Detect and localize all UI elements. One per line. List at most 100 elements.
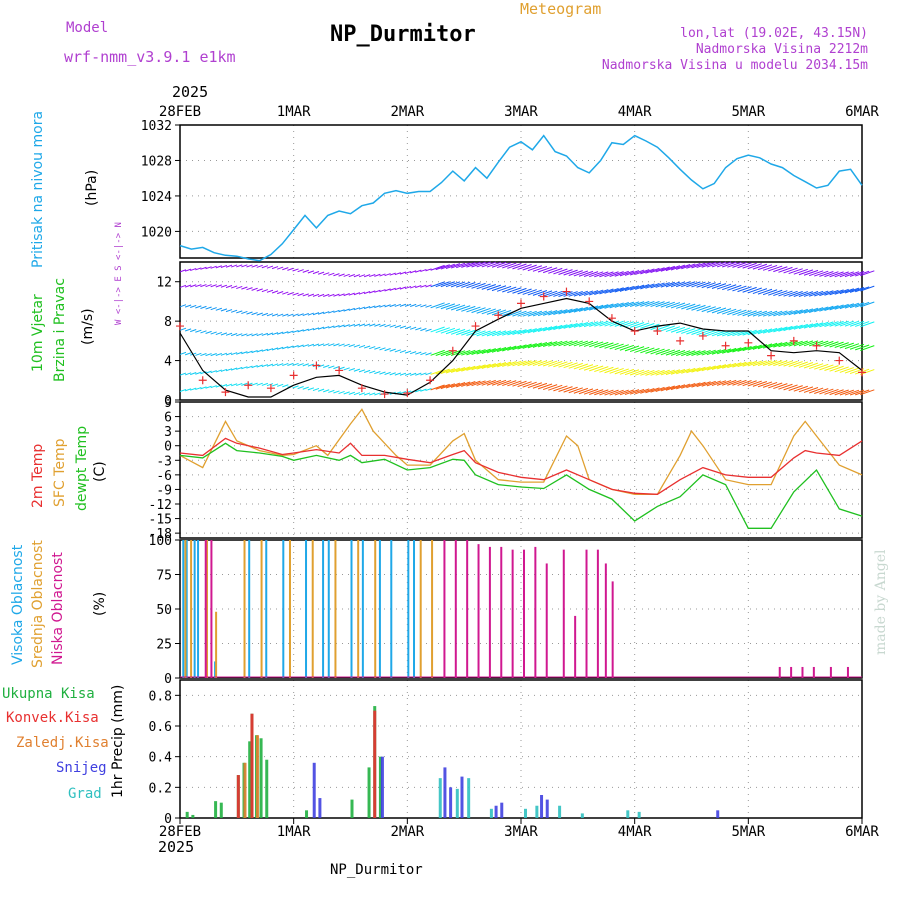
wind-barb bbox=[271, 363, 279, 367]
wind-barb bbox=[706, 261, 722, 268]
wind-barb bbox=[829, 365, 844, 372]
cloud-bar bbox=[454, 540, 457, 678]
x-tick-top: 4MAR bbox=[618, 104, 652, 120]
wind-barb bbox=[225, 352, 233, 356]
precip-bar bbox=[214, 801, 218, 818]
wind-barb bbox=[594, 320, 609, 327]
wind-barb bbox=[236, 310, 243, 314]
wind-barb bbox=[210, 265, 217, 269]
wind-barb bbox=[860, 321, 875, 328]
wind-barb bbox=[277, 291, 284, 295]
wind-barb bbox=[691, 350, 706, 356]
wind-barb bbox=[517, 310, 532, 317]
wind-barb bbox=[548, 324, 563, 331]
wind-barb bbox=[179, 304, 187, 308]
cloud-bar bbox=[311, 540, 314, 678]
wind-barb bbox=[578, 388, 594, 395]
wind-barb bbox=[410, 270, 417, 274]
wind-barb bbox=[348, 368, 355, 372]
wind-barb bbox=[563, 269, 578, 276]
wind-barb bbox=[348, 391, 355, 395]
wind-barb bbox=[711, 283, 727, 289]
wind-barb bbox=[568, 307, 583, 314]
wind-barb bbox=[537, 326, 553, 333]
wind-barb bbox=[645, 282, 660, 289]
precip-bar bbox=[545, 799, 549, 818]
wind-barb bbox=[604, 320, 619, 327]
wind-barb bbox=[537, 290, 553, 297]
cloud-bar bbox=[443, 540, 446, 678]
precip-ytick-label: 0.8 bbox=[149, 689, 172, 704]
precip-bar bbox=[455, 788, 459, 818]
wind-barb bbox=[195, 305, 202, 309]
wind-barb bbox=[399, 372, 407, 376]
wind-barb bbox=[629, 284, 645, 291]
wind-barb bbox=[824, 271, 839, 278]
wind-barb bbox=[415, 269, 422, 273]
wind-barb bbox=[394, 372, 401, 376]
wind-barb bbox=[814, 290, 829, 297]
wind-barb bbox=[762, 264, 778, 271]
wind-barb bbox=[542, 325, 558, 332]
wind-barb bbox=[292, 362, 299, 367]
cloud-label-b: Srednja Oblacnost bbox=[30, 540, 46, 668]
wind-barb bbox=[307, 343, 315, 347]
wind-barb bbox=[415, 351, 422, 355]
wind-barb bbox=[645, 301, 660, 307]
wind-barb bbox=[691, 329, 706, 335]
gust-marker bbox=[789, 336, 798, 345]
wind-barb bbox=[502, 286, 517, 293]
wind-barb bbox=[711, 330, 727, 337]
wind-barb bbox=[297, 329, 304, 333]
wind-barb bbox=[803, 362, 819, 369]
wind-barb bbox=[389, 272, 396, 276]
wind-barb bbox=[225, 309, 233, 313]
gust-marker bbox=[198, 376, 207, 385]
wind-barb bbox=[839, 389, 855, 396]
wind-barb bbox=[302, 386, 309, 390]
precip-ytick-label: 0.6 bbox=[149, 720, 172, 735]
wind-barb bbox=[445, 382, 461, 389]
temp-unit: (C) bbox=[92, 461, 108, 482]
wind-barb bbox=[614, 344, 629, 351]
wind-barb bbox=[333, 366, 340, 370]
wind-barb bbox=[230, 333, 238, 337]
wind-barb bbox=[742, 360, 757, 367]
wind-barb bbox=[655, 386, 670, 393]
wind-barb bbox=[722, 330, 737, 337]
wind-barb bbox=[410, 326, 417, 330]
wind-barb bbox=[307, 363, 315, 367]
wind-barb bbox=[742, 286, 757, 293]
wind-barb bbox=[507, 344, 522, 351]
wind-barb bbox=[420, 304, 427, 308]
wind-barb bbox=[379, 347, 386, 351]
wind-barb bbox=[333, 309, 340, 313]
wind-barb bbox=[716, 363, 732, 370]
wind-barb bbox=[747, 329, 762, 336]
wind-ytick-label: 0 bbox=[164, 394, 172, 409]
wind-barb bbox=[655, 324, 670, 331]
wind-barb bbox=[363, 369, 371, 373]
wind-barb bbox=[394, 272, 401, 276]
elevation-text: Nadmorska Visina 2212m bbox=[695, 42, 868, 57]
wind-barb bbox=[701, 365, 716, 372]
wind-barb bbox=[241, 264, 248, 268]
wind-barb bbox=[757, 328, 773, 335]
wind-barb bbox=[435, 302, 450, 309]
wind-barb bbox=[215, 352, 222, 356]
wind-barb bbox=[486, 379, 502, 386]
gust-marker bbox=[176, 322, 184, 331]
wind-barb bbox=[696, 305, 711, 312]
wind-barb bbox=[757, 288, 773, 295]
wind-barb bbox=[389, 372, 396, 376]
wind-barb bbox=[640, 347, 655, 354]
wind-barb bbox=[691, 304, 706, 311]
wind-barb bbox=[583, 305, 599, 312]
wind-barb bbox=[629, 269, 645, 276]
wind-barb bbox=[747, 380, 762, 387]
wind-barb bbox=[317, 271, 325, 275]
wind-barb bbox=[670, 264, 686, 271]
wind-barb bbox=[532, 360, 548, 367]
wind-barb bbox=[287, 362, 294, 366]
temp-ytick-label: 9 bbox=[164, 396, 172, 411]
